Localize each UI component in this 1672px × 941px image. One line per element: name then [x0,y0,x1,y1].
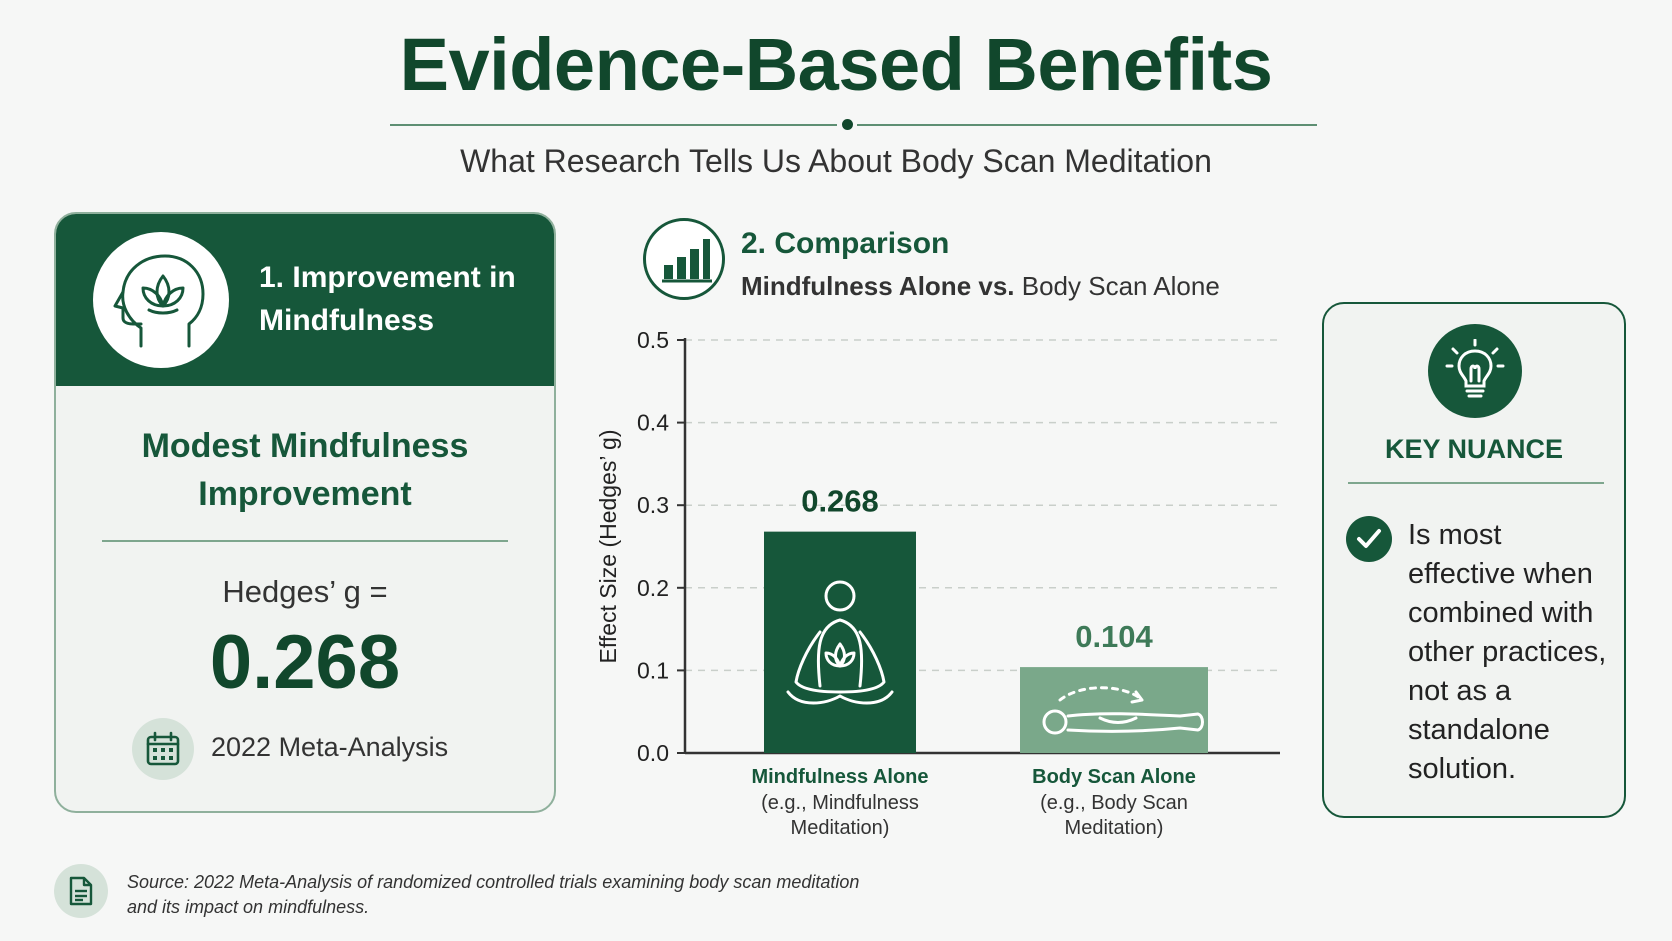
comparison-subtitle-rest: Body Scan Alone [1014,271,1220,301]
card-title: 1. Improvement in Mindfulness [259,261,516,337]
key-nuance-card: KEY NUANCE Is most effective when combined… [1322,302,1626,818]
source-line-1: Source: 2022 Meta-Analysis of randomized… [127,872,860,892]
key-nuance-line: combined with [1408,597,1594,629]
bar-value-label: 0.104 [1075,619,1153,654]
x-category-note: (e.g., Mindfulness [761,792,919,814]
title-divider-dot [842,119,853,130]
y-axis-label: Effect Size (Hedges’ g) [595,430,621,664]
bar-chart-icon [643,218,725,300]
key-nuance-line: standalone [1408,714,1550,746]
card-header: 1. Improvement in Mindfulness [56,214,554,386]
source-note: Source: 2022 Meta-Analysis of randomized… [127,870,967,920]
key-nuance-line: effective when [1408,558,1593,590]
y-tick-label: 0.4 [637,410,669,436]
checkmark-icon [1346,516,1392,562]
key-nuance-title: KEY NUANCE [1384,434,1564,464]
y-tick-label: 0.0 [637,740,669,766]
meta-analysis-label: 2022 Meta-Analysis [211,732,449,762]
card-divider [102,540,508,542]
y-tick-label: 0.2 [637,575,669,601]
metric-label: Hedges’ g = [222,574,388,609]
comparison-subtitle: Mindfulness Alone vs. Body Scan Alone [741,271,1220,302]
x-category-label: Body Scan Alone [1032,766,1196,788]
title-divider-left [390,124,837,126]
comparison-subtitle-bold: Mindfulness Alone vs. [741,271,1015,301]
x-category-note: Meditation) [1065,817,1164,839]
key-nuance-line: solution. [1408,753,1517,785]
meditating-person-icon [786,580,894,705]
key-nuance-line: other practices, [1408,636,1607,668]
y-tick-label: 0.5 [637,327,669,353]
key-nuance-line: Is most [1408,519,1502,551]
calendar-icon [132,718,194,780]
key-nuance-text: Is most effective when combined with other … [1408,516,1623,789]
x-category-note: (e.g., Body Scan [1040,792,1188,814]
effect-size-bar-chart: 0.0 0.1 0.2 0.3 0.4 0.5 Effect Size (Hedges’ g… [595,327,1280,839]
bar-mindfulness-alone [764,531,916,753]
bar-value-label: 0.268 [801,484,879,519]
source-line-2: and its impact on mindfulness. [127,897,370,917]
metric-value: 0.268 [209,620,401,705]
x-category-label: Mindfulness Alone [751,766,928,788]
page-subtitle: What Research Tells Us About Body Scan M… [460,143,1212,179]
comparison-title: 2. Comparison [741,227,950,260]
title-divider-right [857,124,1317,126]
x-category-note: Meditation) [791,817,890,839]
key-nuance-line: not as a [1408,675,1512,707]
lying-person-icon [1042,686,1204,735]
document-icon [54,864,108,918]
card-headline: Modest Mindfulness Improvement [56,422,554,518]
mindfulness-improvement-card: 1. Improvement in Mindfulness Modest Min… [54,212,556,813]
card-headline-line1: Modest Mindfulness [141,427,469,465]
card-headline-line2: Improvement [198,475,412,513]
key-nuance-divider [1348,482,1604,484]
page-title: Evidence-Based Benefits [399,23,1273,106]
bar-body-scan-alone [1020,667,1208,753]
y-tick-label: 0.1 [637,657,669,683]
head-lotus-icon [93,232,229,368]
lightbulb-icon [1428,324,1522,418]
y-tick-label: 0.3 [637,492,669,518]
